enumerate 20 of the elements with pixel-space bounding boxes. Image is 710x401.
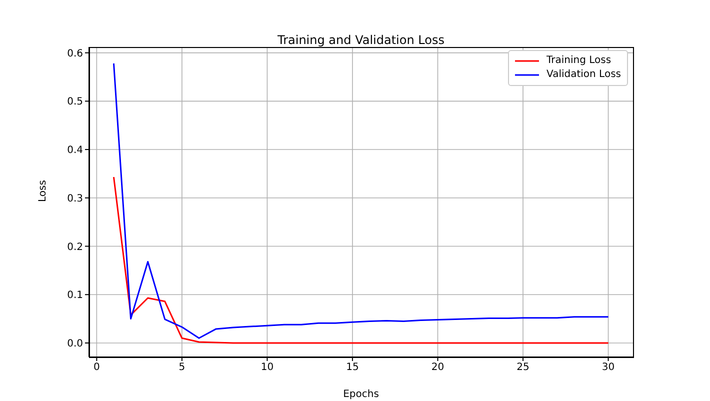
x-axis-title: Epochs [343, 389, 379, 400]
y-tick-label: 0.6 [67, 48, 83, 60]
y-tick-label: 0.4 [67, 145, 83, 156]
y-tick-label: 0.5 [67, 96, 83, 108]
x-tick-label: 15 [346, 362, 359, 374]
y-tick-label: 0.0 [67, 338, 83, 350]
x-tick-label: 10 [260, 362, 274, 374]
x-tick-label: 25 [516, 362, 530, 374]
y-tick-label: 0.1 [67, 290, 83, 302]
chart-title: Training and Validation Loss [276, 33, 446, 47]
legend-label: Training Loss [546, 54, 612, 68]
y-axis-title: Loss [38, 180, 49, 202]
x-tick-label: 30 [602, 362, 615, 374]
x-tick-label: 5 [178, 362, 186, 374]
y-tick-label: 0.2 [67, 242, 83, 253]
y-tick-label: 0.3 [67, 193, 83, 204]
legend-label: Validation Loss [546, 68, 621, 82]
line-series [112, 176, 610, 344]
x-tick-label: 0 [93, 362, 100, 374]
x-tick-label: 20 [431, 362, 444, 374]
